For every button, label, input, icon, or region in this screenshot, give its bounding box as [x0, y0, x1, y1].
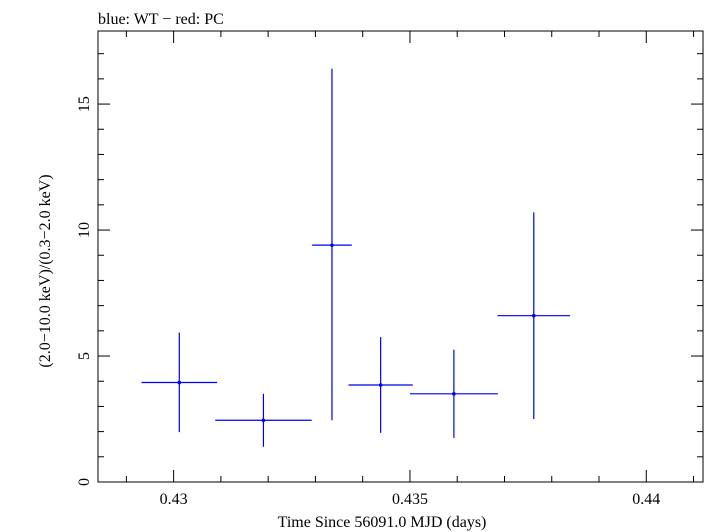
chart-title: blue: WT − red: PC: [98, 11, 224, 28]
x-tick-label: 0.44: [632, 491, 660, 508]
x-tick-label: 0.43: [160, 491, 188, 508]
y-tick-label: 10: [76, 222, 93, 238]
data-point: [409, 349, 498, 438]
data-point: [497, 212, 571, 420]
plot-frame: [97, 30, 704, 483]
y-tick-label: 5: [76, 352, 93, 360]
data-point: [215, 393, 312, 447]
y-tick-label: 15: [76, 96, 93, 112]
data-marker: [330, 243, 334, 247]
y-tick-label: 0: [76, 478, 93, 486]
x-axis-label: Time Since 56091.0 MJD (days): [278, 514, 487, 531]
data-point: [348, 337, 413, 433]
tick-labels: 0.43 0.435 0.44 0 5 10 15: [76, 96, 660, 508]
data-marker: [261, 418, 266, 423]
data-marker: [452, 392, 456, 396]
data-marker: [177, 380, 182, 385]
axis-ticks: [98, 31, 703, 483]
data-marker: [531, 313, 536, 318]
data-point: [141, 332, 218, 433]
data-marker: [378, 383, 383, 387]
data-points: [141, 68, 571, 447]
x-tick-label: 0.435: [392, 491, 428, 508]
data-point: [312, 68, 352, 421]
y-axis-label: (2.0−10.0 keV)/(0.3−2.0 keV): [37, 174, 54, 367]
